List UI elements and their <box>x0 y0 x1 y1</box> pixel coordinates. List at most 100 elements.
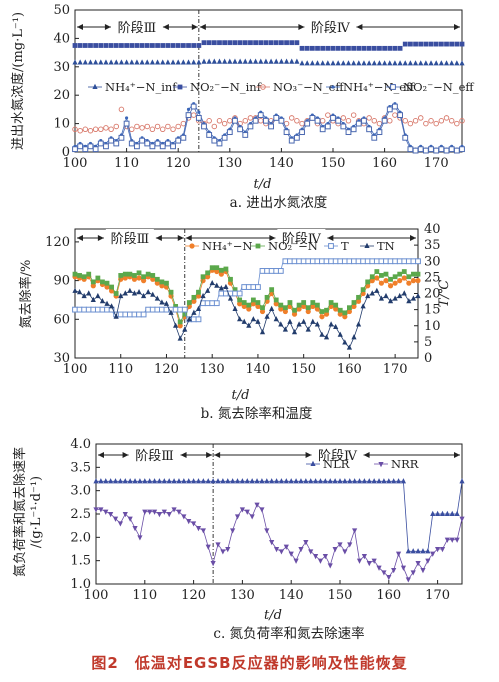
data-point-nlr <box>122 478 128 484</box>
data-point-nh4 <box>291 311 298 317</box>
data-point-nrr <box>454 537 460 543</box>
legend-marker-no2_inf <box>177 84 183 90</box>
data-point-no3_eff <box>407 120 414 127</box>
data-point-no2_eff <box>216 140 223 147</box>
data-point-no3_eff <box>144 123 150 130</box>
data-point-nrr <box>410 570 416 576</box>
data-point-nrr <box>303 540 309 546</box>
data-point-nrr <box>400 565 407 571</box>
data-point-nh4_inf <box>170 59 176 65</box>
data-point-nh4 <box>218 271 224 277</box>
data-point-no2_inf <box>227 40 233 46</box>
data-point-no3_eff <box>206 118 212 124</box>
data-point-no3_eff <box>350 112 357 118</box>
data-point-nh4_inf <box>144 59 150 65</box>
data-point-no3_eff <box>211 123 218 130</box>
data-point-no2 <box>260 305 265 311</box>
data-point-no2_eff <box>397 112 403 118</box>
data-point-no2_eff <box>324 123 331 130</box>
phase4-arrow-right-head-left <box>363 452 370 458</box>
data-point-tn <box>250 316 256 322</box>
data-point-tn <box>72 287 78 293</box>
data-point-no2_eff <box>417 146 424 153</box>
data-point-nh4_inf <box>165 59 171 65</box>
data-point-nlr <box>391 478 397 484</box>
data-point-tn <box>195 305 202 311</box>
data-point-T <box>277 268 284 274</box>
data-point-no2 <box>360 287 366 293</box>
data-point-tn <box>205 287 211 293</box>
data-point-nrr <box>239 507 245 513</box>
legend-marker-nh4_eff <box>331 85 335 89</box>
data-point-no2 <box>150 273 156 278</box>
data-point-no2_inf <box>139 43 145 48</box>
data-point-no2_eff <box>72 146 78 153</box>
data-point-nlr <box>132 478 138 484</box>
data-point-no2 <box>250 297 256 303</box>
data-point-nrr <box>215 542 221 548</box>
y-tick-label: 3.5 <box>70 460 91 475</box>
data-point-nh4_inf <box>351 60 357 66</box>
data-point-no2_inf <box>108 43 114 48</box>
data-point-nh4_inf <box>402 60 408 66</box>
data-point-nlr <box>147 478 153 484</box>
data-point-nlr <box>332 478 338 484</box>
data-point-nh4_inf <box>268 58 274 64</box>
data-point-no2 <box>136 270 142 276</box>
data-point-nlr <box>303 478 309 484</box>
x-tick-label: 130 <box>230 588 255 603</box>
data-point-no2_inf <box>77 43 83 48</box>
data-point-no3_eff <box>77 127 83 134</box>
panel-caption: c. 氮负荷率和氮去除速率 <box>213 625 364 642</box>
data-point-nlr <box>244 478 250 484</box>
data-point-nrr <box>313 554 319 560</box>
data-point-nrr <box>254 502 260 508</box>
data-point-no2 <box>365 279 371 285</box>
data-point-no2 <box>379 273 384 278</box>
data-point-nh4_inf <box>222 58 228 64</box>
data-point-nh4_inf <box>211 58 217 64</box>
data-point-no3_eff <box>170 126 176 133</box>
data-point-nh4_inf <box>299 60 305 66</box>
data-point-nh4_inf <box>134 59 140 65</box>
data-point-no2 <box>333 302 339 308</box>
data-point-no2_eff <box>428 146 434 153</box>
data-point-nh4_inf <box>371 60 377 66</box>
legend-label-no2_inf: NO₂⁻−N_inf <box>190 80 262 94</box>
data-point-no2 <box>241 300 247 305</box>
data-point-nh4_inf <box>247 58 254 64</box>
data-point-nh4 <box>406 280 412 286</box>
data-point-nlr <box>288 478 294 484</box>
data-point-tn <box>328 321 334 327</box>
data-point-no2_inf <box>165 43 171 48</box>
data-point-no2_inf <box>237 40 243 46</box>
legend-marker-nlr <box>310 460 316 466</box>
data-point-nrr <box>361 554 367 560</box>
data-point-no2_inf <box>444 41 449 47</box>
chart-b: 100 110 120 130 140 150 160 1703060901200510152… <box>18 222 452 422</box>
data-point-no2_inf <box>263 40 269 46</box>
data-point-nh4_inf <box>407 60 413 66</box>
data-point-no2_eff <box>226 129 233 136</box>
data-point-no3_eff <box>103 125 109 131</box>
data-point-no2_inf <box>144 43 150 48</box>
data-point-nrr <box>415 561 421 567</box>
data-point-nh4_inf <box>454 60 460 66</box>
data-point-nh4_inf <box>423 60 429 66</box>
data-point-no3_eff <box>423 120 429 127</box>
data-point-nh4_inf <box>185 59 192 65</box>
data-point-tn <box>81 292 87 299</box>
data-point-no3_eff <box>433 120 439 127</box>
data-point-tn <box>237 316 243 322</box>
data-point-nh4 <box>214 268 220 275</box>
data-point-tn <box>99 298 106 304</box>
data-point-no2_inf <box>340 45 346 51</box>
data-point-no2 <box>122 271 128 277</box>
data-point-no2 <box>269 287 275 293</box>
data-point-no2_eff <box>453 147 460 154</box>
data-point-no2 <box>86 271 92 277</box>
data-point-no3_eff <box>319 118 326 124</box>
x-tick-label: 120 <box>181 588 206 603</box>
legend-label-nh4_eff: NH₄⁺−N_eff <box>343 80 415 94</box>
data-point-no2_inf <box>454 41 460 47</box>
